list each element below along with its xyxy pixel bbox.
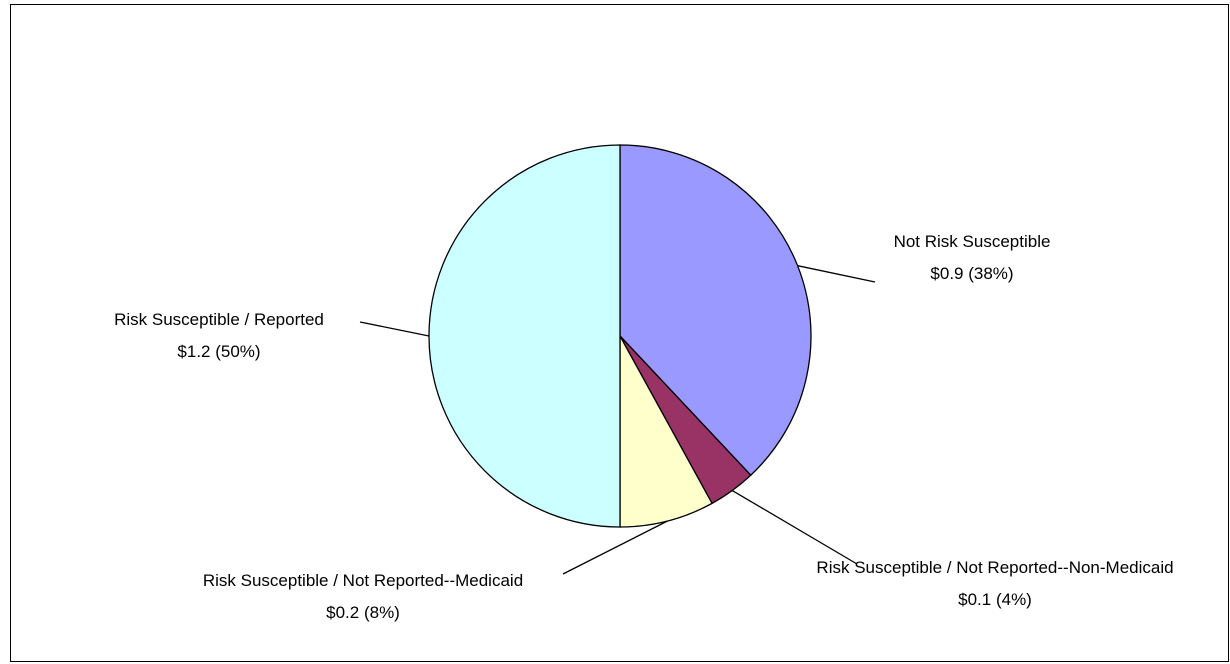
slice-risk-susceptible-reported [428, 144, 621, 528]
slice-label-risk-susceptible-reported: Risk Susceptible / Reported [114, 310, 324, 329]
leader-lines [359, 265, 876, 575]
pie-slices [428, 144, 812, 528]
slice-label-not-risk-susceptible: Not Risk Susceptible [894, 232, 1051, 251]
slice-value-not-reported-non-medicaid: $0.1 (4%) [958, 590, 1032, 609]
leader-line-not-reported-non-medicaid [731, 489, 858, 565]
slice-not-reported-medicaid [619, 335, 713, 528]
leader-line-not-reported-medicaid [562, 520, 668, 575]
slice-label-not-reported-non-medicaid: Risk Susceptible / Not Reported--Non-Med… [816, 558, 1173, 577]
slice-value-risk-susceptible-reported: $1.2 (50%) [177, 342, 260, 361]
leader-line-not-risk-susceptible [797, 265, 876, 283]
slice-not-risk-susceptible [619, 144, 812, 477]
slice-label-not-reported-medicaid: Risk Susceptible / Not Reported--Medicai… [203, 571, 523, 590]
slice-value-not-reported-medicaid: $0.2 (8%) [326, 603, 400, 622]
leader-line-risk-susceptible-reported [359, 321, 430, 337]
slice-value-not-risk-susceptible: $0.9 (38%) [930, 264, 1013, 283]
